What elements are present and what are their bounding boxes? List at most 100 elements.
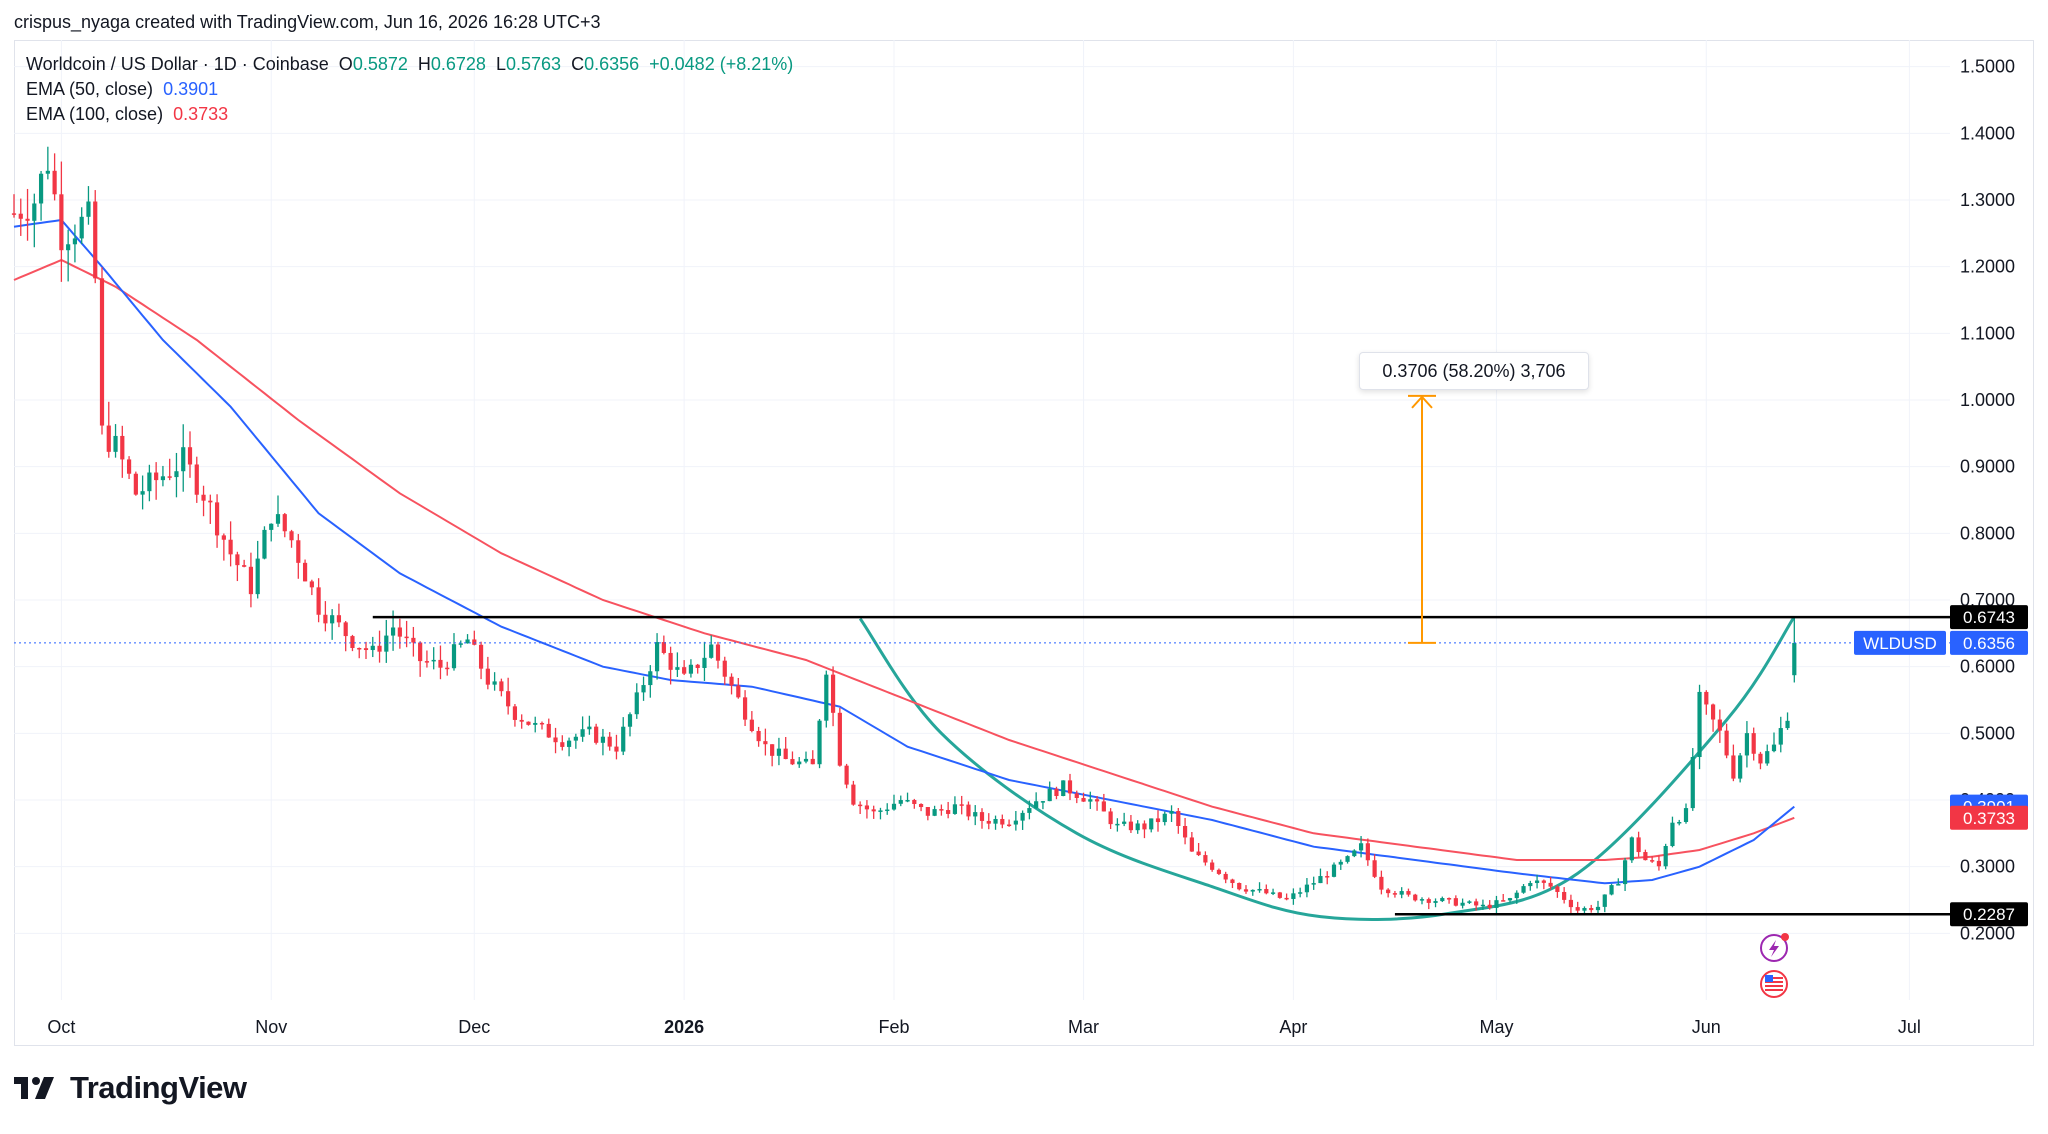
candle-down <box>1568 899 1574 908</box>
tradingview-logo[interactable]: TradingView <box>14 1070 247 1106</box>
candle-down <box>126 459 132 474</box>
y-tick-label: 1.0000 <box>1960 390 2015 410</box>
candle-up <box>1338 861 1343 865</box>
candle-up <box>113 435 118 452</box>
candle-down <box>1108 811 1113 825</box>
candle-down <box>560 742 565 747</box>
candle-down <box>208 500 213 503</box>
candle-down <box>1548 882 1553 887</box>
candle-down <box>411 637 416 643</box>
candle-down <box>1413 894 1418 901</box>
open-label: O <box>338 54 353 74</box>
candle-down <box>59 194 64 251</box>
candle-down <box>918 803 924 808</box>
ema100-value: 0.3733 <box>173 104 229 124</box>
candle-down <box>1643 852 1648 861</box>
candle-up <box>390 627 396 636</box>
candle-down <box>201 494 206 501</box>
candle-up <box>1419 899 1425 901</box>
candle-down <box>1426 899 1431 903</box>
candle-down <box>1751 733 1756 754</box>
legend-symbol-row[interactable]: Worldcoin / US Dollar · 1D · Coinbase O0… <box>26 52 793 77</box>
candle-down <box>120 435 125 460</box>
candle-down <box>810 758 815 765</box>
candle-down <box>1562 891 1567 900</box>
candles-layer <box>11 146 1797 915</box>
grid-lines <box>14 40 1950 1000</box>
candle-down <box>830 674 836 713</box>
candle-down <box>363 648 369 651</box>
candle-up <box>817 720 822 765</box>
candle-down <box>1196 851 1201 856</box>
candle-up <box>1311 883 1316 885</box>
candle-down <box>526 721 531 725</box>
candle-down <box>742 697 748 720</box>
candle-up <box>1528 883 1533 887</box>
candle-down <box>1081 798 1086 802</box>
candle-down <box>986 820 991 824</box>
candle-up <box>709 644 714 658</box>
candle-up <box>1122 821 1127 824</box>
candle-up <box>573 736 578 741</box>
candle-up <box>79 216 84 239</box>
candle-down <box>221 535 226 540</box>
candle-down <box>668 652 673 670</box>
cup-arc <box>858 615 1796 921</box>
measure-layer <box>1408 394 1436 644</box>
candle-down <box>946 810 951 814</box>
candle-up <box>431 659 436 662</box>
candle-up <box>932 809 937 816</box>
candle-up <box>1697 691 1702 758</box>
candle-down <box>1000 818 1005 825</box>
candle-up <box>1115 823 1120 826</box>
candle-down <box>187 447 193 465</box>
candle-up <box>32 203 37 221</box>
candle-down <box>154 472 159 481</box>
candle-down <box>323 614 328 624</box>
candle-down <box>1067 780 1073 794</box>
candle-down <box>106 425 111 452</box>
candle-down <box>167 476 172 478</box>
candle-up <box>952 804 958 814</box>
y-tick-label: 0.8000 <box>1960 523 2015 543</box>
candle-down <box>357 648 362 650</box>
candle-down <box>770 744 775 756</box>
flag-canton <box>1765 975 1773 982</box>
legend-ema50-row[interactable]: EMA (50, close) 0.3901 <box>26 77 793 102</box>
candle-up <box>1020 812 1025 821</box>
candle-up <box>38 173 44 204</box>
x-tick-label: Jul <box>1898 1017 1921 1037</box>
y-tick-label: 0.9000 <box>1960 457 2015 477</box>
candle-down <box>912 800 917 804</box>
legend-ema100-row[interactable]: EMA (100, close) 0.3733 <box>26 102 793 127</box>
candle-down <box>404 636 409 639</box>
candle-up <box>1169 811 1174 814</box>
candle-down <box>1541 880 1546 883</box>
x-tick-label: May <box>1479 1017 1513 1037</box>
price-tag-label: 0.3733 <box>1963 809 2015 828</box>
candle-up <box>566 740 572 747</box>
candle-up <box>654 642 660 672</box>
candle-up <box>492 681 497 685</box>
candle-down <box>790 759 795 765</box>
candle-down <box>1277 892 1282 898</box>
candle-up <box>370 645 375 651</box>
candle-down <box>93 201 98 279</box>
cup-pattern-layer <box>858 615 1796 921</box>
measure-arrowhead <box>1411 395 1433 409</box>
candle-down <box>959 804 964 806</box>
candle-up <box>1013 820 1018 825</box>
ema-layer <box>13 218 1795 885</box>
y-tick-label: 0.5000 <box>1960 723 2015 743</box>
axis-layer: 0.20000.30000.40000.50000.60000.70000.80… <box>47 57 2015 1037</box>
candle-up <box>1494 900 1499 908</box>
change-value: +0.0482 (+8.21%) <box>649 54 794 74</box>
y-tick-label: 1.5000 <box>1960 57 2015 77</box>
candle-up <box>675 667 680 670</box>
candle-down <box>1223 873 1228 880</box>
candle-down <box>1155 818 1161 823</box>
candle-down <box>722 660 727 677</box>
candle-up <box>1331 864 1337 877</box>
candle-up <box>1047 788 1052 802</box>
